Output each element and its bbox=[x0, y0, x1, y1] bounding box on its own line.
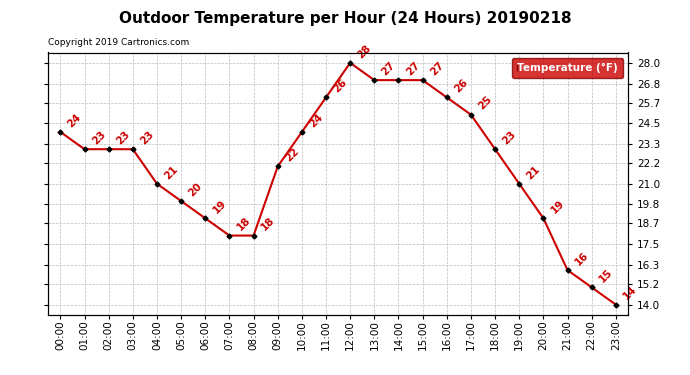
Text: 23: 23 bbox=[501, 129, 518, 146]
Text: 18: 18 bbox=[259, 216, 277, 233]
Text: 25: 25 bbox=[477, 94, 494, 112]
Text: 26: 26 bbox=[453, 77, 470, 94]
Text: 21: 21 bbox=[163, 164, 180, 181]
Text: 21: 21 bbox=[525, 164, 542, 181]
Legend: Temperature (°F): Temperature (°F) bbox=[511, 58, 622, 78]
Text: 27: 27 bbox=[404, 60, 422, 77]
Text: 19: 19 bbox=[211, 198, 228, 216]
Text: Copyright 2019 Cartronics.com: Copyright 2019 Cartronics.com bbox=[48, 38, 190, 47]
Text: 23: 23 bbox=[90, 129, 108, 146]
Text: 19: 19 bbox=[549, 198, 566, 216]
Text: 23: 23 bbox=[139, 129, 156, 146]
Text: 18: 18 bbox=[235, 216, 253, 233]
Text: 14: 14 bbox=[622, 285, 639, 302]
Text: 22: 22 bbox=[284, 146, 301, 164]
Text: 16: 16 bbox=[573, 250, 591, 267]
Text: 15: 15 bbox=[598, 267, 615, 285]
Text: Outdoor Temperature per Hour (24 Hours) 20190218: Outdoor Temperature per Hour (24 Hours) … bbox=[119, 11, 571, 26]
Text: 27: 27 bbox=[428, 60, 446, 77]
Text: 26: 26 bbox=[332, 77, 349, 94]
Text: 24: 24 bbox=[308, 112, 325, 129]
Text: 20: 20 bbox=[187, 181, 204, 198]
Text: 23: 23 bbox=[115, 129, 132, 146]
Text: 28: 28 bbox=[356, 43, 373, 60]
Text: 27: 27 bbox=[380, 60, 397, 77]
Text: 24: 24 bbox=[66, 112, 83, 129]
